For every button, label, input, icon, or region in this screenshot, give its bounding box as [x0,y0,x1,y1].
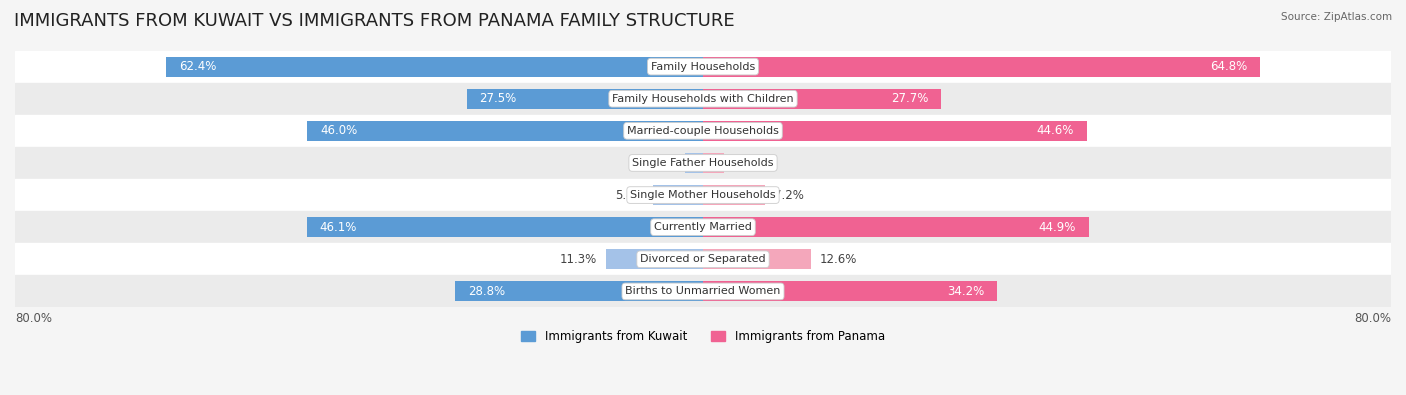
Text: 5.8%: 5.8% [614,188,644,201]
Text: 62.4%: 62.4% [179,60,217,73]
Text: 46.0%: 46.0% [321,124,357,137]
Text: IMMIGRANTS FROM KUWAIT VS IMMIGRANTS FROM PANAMA FAMILY STRUCTURE: IMMIGRANTS FROM KUWAIT VS IMMIGRANTS FRO… [14,12,735,30]
Bar [703,89,941,109]
Text: Divorced or Separated: Divorced or Separated [640,254,766,264]
Bar [606,249,703,269]
Bar [307,217,703,237]
Bar [15,243,1391,275]
Text: Family Households with Children: Family Households with Children [612,94,794,104]
Text: 80.0%: 80.0% [1354,312,1391,325]
Text: 11.3%: 11.3% [560,253,598,266]
Text: 64.8%: 64.8% [1211,60,1247,73]
Text: 34.2%: 34.2% [948,285,984,298]
Text: 28.8%: 28.8% [468,285,505,298]
Legend: Immigrants from Kuwait, Immigrants from Panama: Immigrants from Kuwait, Immigrants from … [516,325,890,348]
Bar [703,153,724,173]
Bar [685,153,703,173]
Text: 2.1%: 2.1% [647,156,676,169]
Bar [15,179,1391,211]
Bar [467,89,703,109]
Bar [703,121,1087,141]
Text: Single Father Households: Single Father Households [633,158,773,168]
Bar [308,121,703,141]
Bar [456,282,703,301]
Text: 2.4%: 2.4% [733,156,762,169]
Text: 27.5%: 27.5% [479,92,516,105]
Bar [15,83,1391,115]
Text: 44.6%: 44.6% [1036,124,1074,137]
Bar [703,56,1260,77]
Bar [703,282,997,301]
Bar [654,185,703,205]
Bar [166,56,703,77]
Text: 7.2%: 7.2% [773,188,803,201]
Text: Currently Married: Currently Married [654,222,752,232]
Text: 44.9%: 44.9% [1039,221,1076,234]
Text: Source: ZipAtlas.com: Source: ZipAtlas.com [1281,12,1392,22]
Text: 46.1%: 46.1% [319,221,357,234]
Bar [15,115,1391,147]
Bar [15,51,1391,83]
Bar [15,275,1391,307]
Bar [703,249,811,269]
Text: Single Mother Households: Single Mother Households [630,190,776,200]
Bar [703,185,765,205]
Bar [703,217,1090,237]
Bar [15,211,1391,243]
Text: 27.7%: 27.7% [891,92,928,105]
Text: Family Households: Family Households [651,62,755,71]
Text: Married-couple Households: Married-couple Households [627,126,779,136]
Text: Births to Unmarried Women: Births to Unmarried Women [626,286,780,296]
Text: 12.6%: 12.6% [820,253,858,266]
Text: 80.0%: 80.0% [15,312,52,325]
Bar [15,147,1391,179]
